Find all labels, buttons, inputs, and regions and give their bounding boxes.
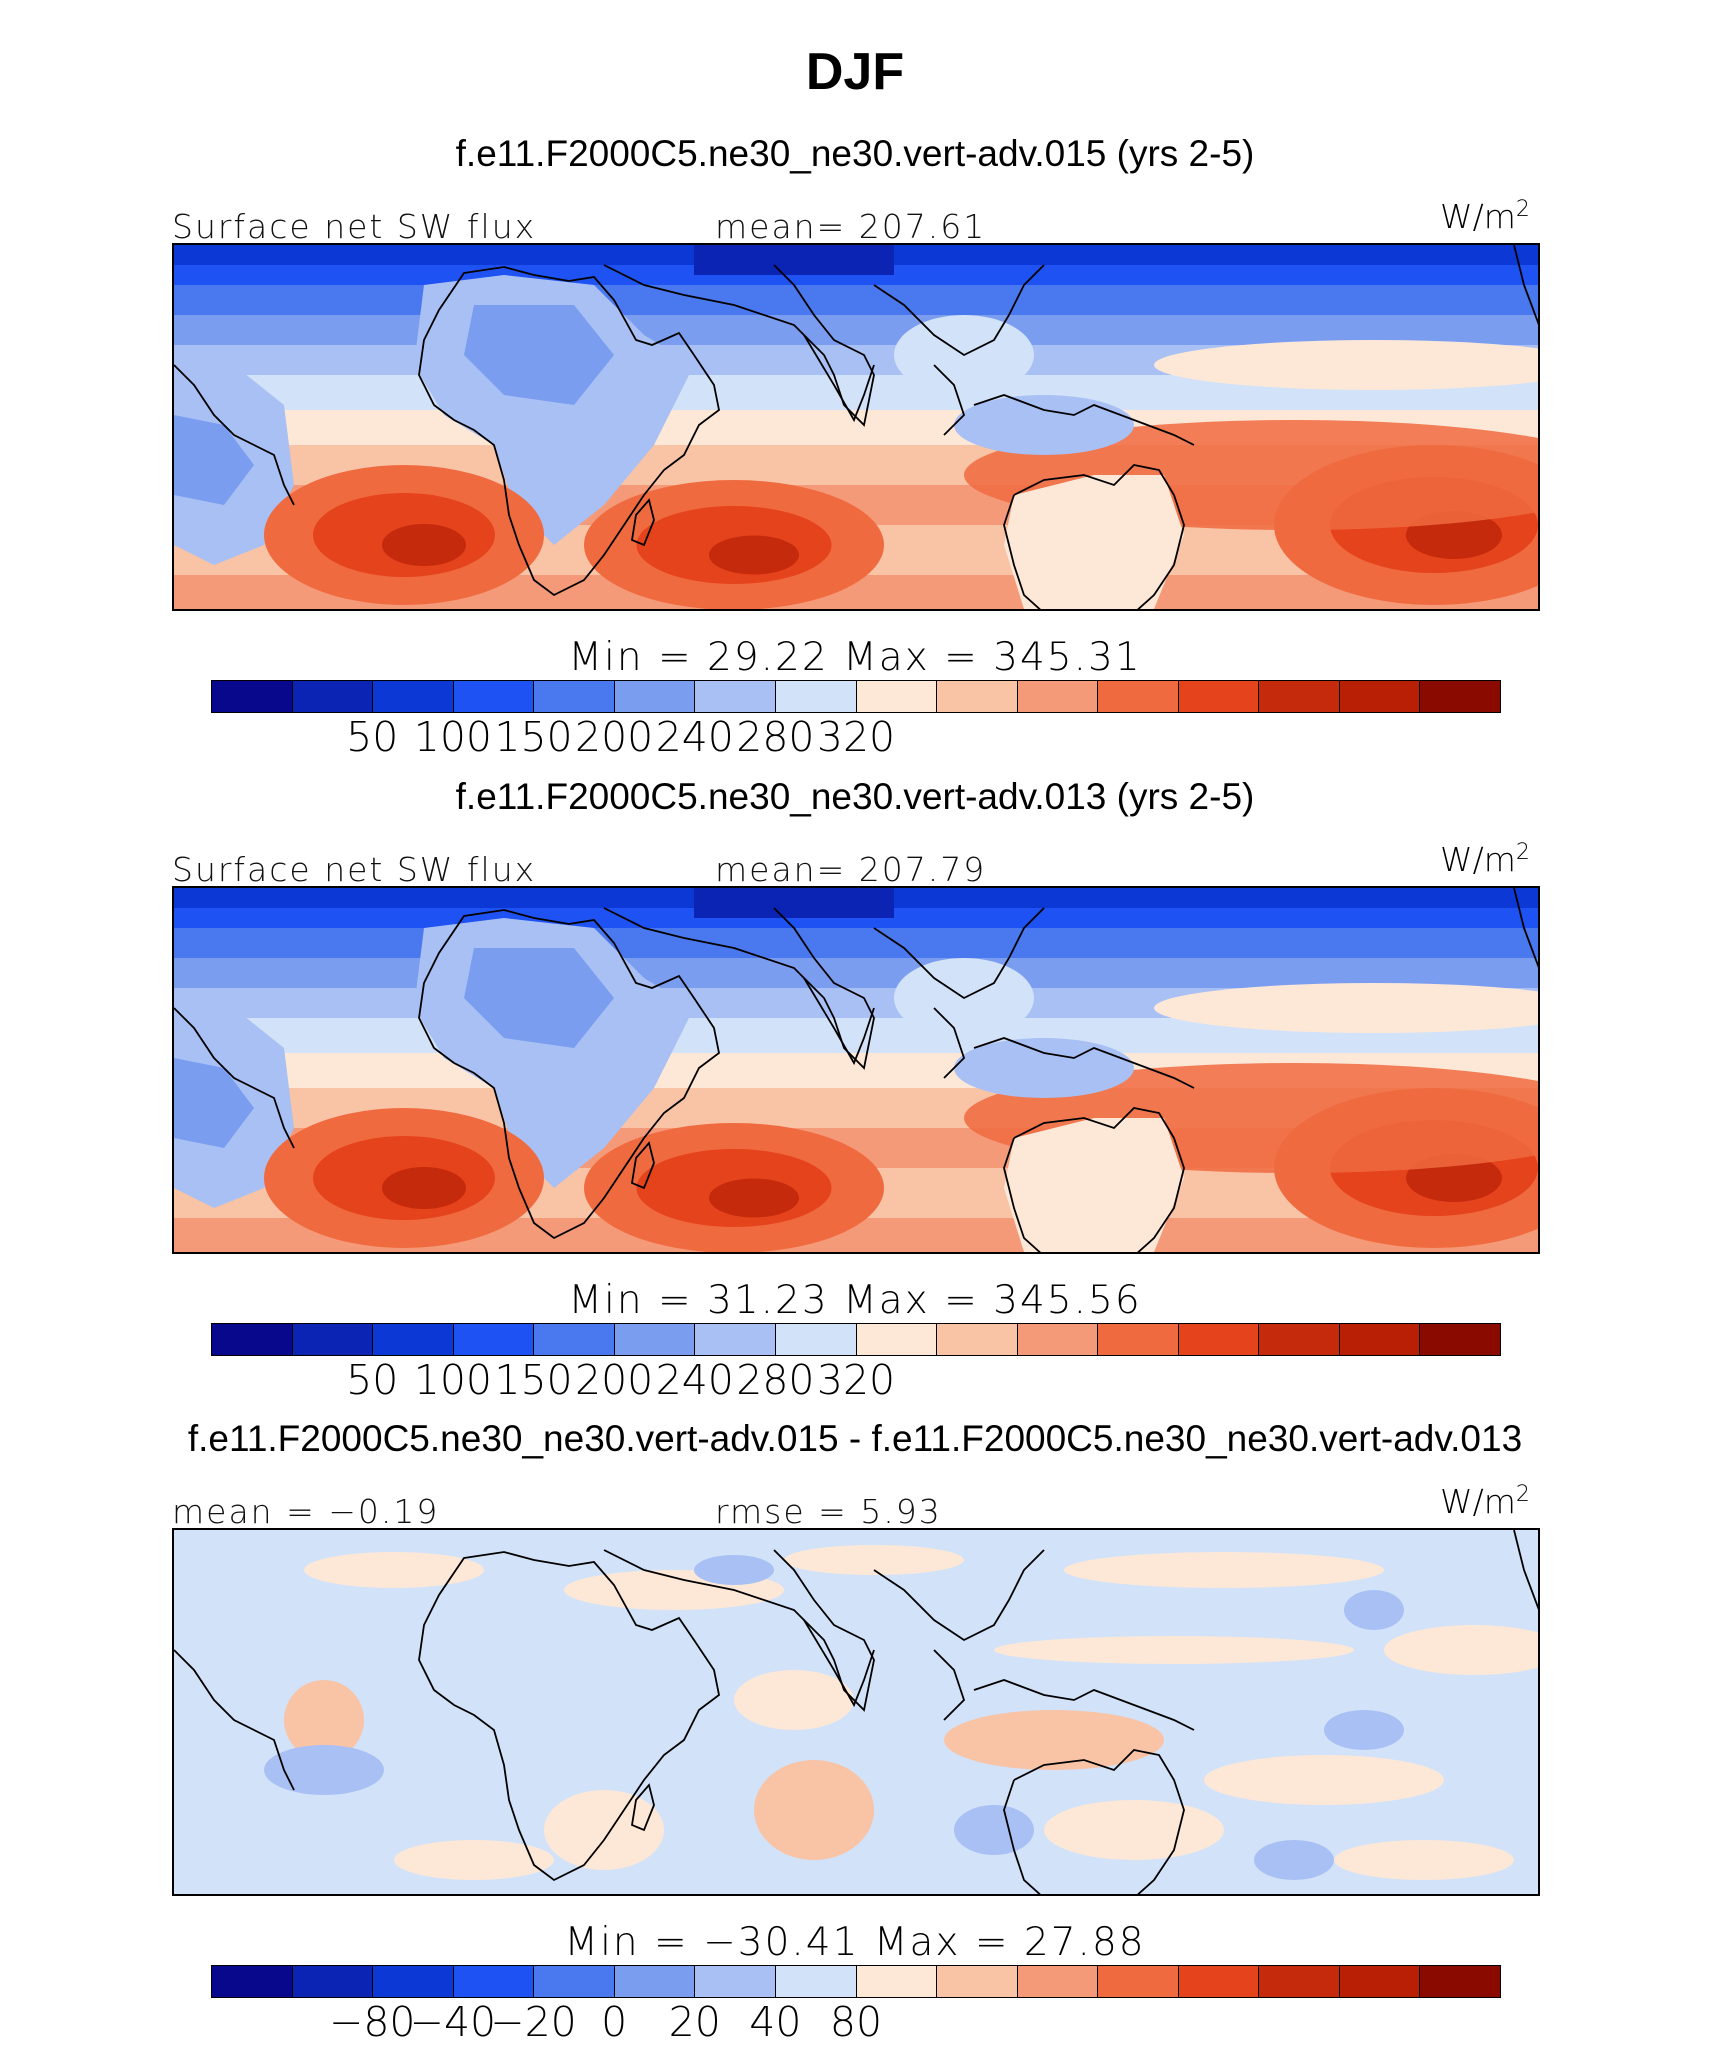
panel-left-label: mean = −0.19	[172, 1492, 440, 1531]
colorbar-box	[614, 681, 696, 712]
colorbar-tick-label: 200	[574, 1356, 654, 1404]
colorbar-tick-label: 100	[413, 713, 493, 761]
colorbar-box	[1098, 681, 1179, 712]
colorbar-tick-label: 50	[346, 713, 399, 761]
colorbar-box	[614, 1966, 696, 1997]
colorbar-box	[856, 1324, 938, 1355]
colorbar-box	[1017, 1966, 1099, 1997]
colorbar-box	[453, 1966, 535, 1997]
colorbar	[211, 1323, 1501, 1356]
colorbar-tick-label: −80	[328, 1998, 416, 2046]
colorbar-tick-label: 80	[829, 1998, 883, 2046]
colorbar-box	[937, 1324, 1018, 1355]
colorbar-tick-label: 0	[601, 1998, 628, 2046]
panel-units: W/m2	[1440, 1482, 1530, 1521]
colorbar-box	[1098, 1324, 1179, 1355]
panel-map	[172, 1528, 1540, 1896]
colorbar-box	[1420, 681, 1500, 712]
colorbar-box	[695, 681, 776, 712]
colorbar-box	[373, 681, 454, 712]
colorbar-box	[1420, 1966, 1500, 1997]
colorbar-box	[1339, 1966, 1421, 1997]
panel-case-title: f.e11.F2000C5.ne30_ne30.vert-adv.015 (yr…	[455, 133, 1255, 174]
panel-center-label: mean= 207.61	[715, 207, 987, 246]
colorbar-box	[453, 681, 535, 712]
panel-minmax: Min = 29.22 Max = 345.31	[568, 635, 1142, 680]
colorbar-tick-label: 150	[494, 1356, 573, 1404]
colorbar-box	[453, 1324, 535, 1355]
colorbar-box	[1017, 1324, 1099, 1355]
colorbar-box	[1017, 681, 1099, 712]
colorbar-box	[373, 1966, 454, 1997]
colorbar-tick-label: 50	[346, 1356, 399, 1404]
colorbar-box	[937, 681, 1018, 712]
colorbar-box	[212, 1324, 293, 1355]
colorbar-box	[292, 1324, 374, 1355]
colorbar-box	[534, 1966, 615, 1997]
colorbar-tick-label: 240	[655, 1356, 734, 1404]
colorbar-tick-label: 320	[816, 1356, 896, 1404]
colorbar-tick-label: 280	[736, 713, 815, 761]
colorbar-box	[775, 681, 857, 712]
colorbar-box	[856, 1966, 938, 1997]
colorbar-box	[292, 681, 374, 712]
panel-minmax: Min = 31.23 Max = 345.56	[568, 1278, 1142, 1323]
panel-left-label: Surface net SW flux	[172, 850, 537, 889]
colorbar-tick-label: 280	[736, 1356, 815, 1404]
colorbar-box	[1259, 681, 1340, 712]
panel-left-label: Surface net SW flux	[172, 207, 537, 246]
colorbar-box	[1420, 1324, 1500, 1355]
panel-units: W/m2	[1440, 840, 1530, 879]
colorbar-box	[534, 681, 615, 712]
panel-center-label: mean= 207.79	[715, 850, 987, 889]
colorbar-box	[695, 1966, 776, 1997]
colorbar-box	[373, 1324, 454, 1355]
colorbar-box	[775, 1966, 857, 1997]
colorbar-box	[1098, 1966, 1179, 1997]
colorbar-tick-label: 320	[816, 713, 896, 761]
colorbar-box	[1259, 1324, 1340, 1355]
colorbar-tick-label: 240	[655, 713, 734, 761]
colorbar-tick-label: 40	[749, 1998, 802, 2046]
colorbar	[211, 1965, 1501, 1998]
colorbar-box	[1178, 1324, 1260, 1355]
panel-minmax: Min = −30.41 Max = 27.88	[564, 1920, 1146, 1965]
colorbar-tick-label: 150	[494, 713, 573, 761]
colorbar-box	[212, 1966, 293, 1997]
colorbar-box	[212, 681, 293, 712]
panel-center-label: rmse = 5.93	[715, 1492, 942, 1531]
colorbar-tick-label: 100	[413, 1356, 493, 1404]
panel-units: W/m2	[1440, 197, 1530, 236]
panel-map	[172, 886, 1540, 1254]
colorbar-box	[1259, 1966, 1340, 1997]
colorbar-box	[775, 1324, 857, 1355]
page-title: DJF	[805, 43, 905, 101]
colorbar-tick-label: 20	[668, 1998, 721, 2046]
colorbar-tick-label: 200	[574, 713, 654, 761]
colorbar-box	[1178, 681, 1260, 712]
colorbar-tick-label: −20	[490, 1998, 577, 2046]
panel-map	[172, 243, 1540, 611]
colorbar	[211, 680, 1501, 713]
colorbar-box	[937, 1966, 1018, 1997]
colorbar-box	[534, 1324, 615, 1355]
colorbar-tick-label: −40	[409, 1998, 497, 2046]
colorbar-box	[1339, 1324, 1421, 1355]
colorbar-box	[856, 681, 938, 712]
colorbar-box	[1339, 681, 1421, 712]
panel-case-title: f.e11.F2000C5.ne30_ne30.vert-adv.015 - f…	[187, 1418, 1523, 1459]
colorbar-box	[292, 1966, 374, 1997]
panel-case-title: f.e11.F2000C5.ne30_ne30.vert-adv.013 (yr…	[455, 776, 1255, 817]
colorbar-box	[614, 1324, 696, 1355]
colorbar-box	[695, 1324, 776, 1355]
colorbar-box	[1178, 1966, 1260, 1997]
